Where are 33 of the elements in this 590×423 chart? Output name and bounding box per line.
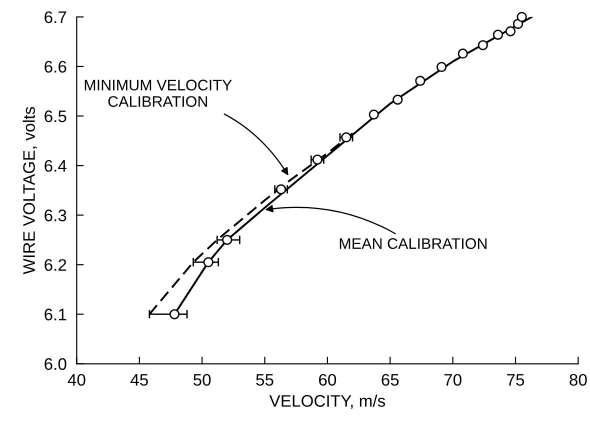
y-tick-label: 6.0 — [44, 358, 66, 370]
point — [368, 109, 379, 120]
x-tick-label: 75 — [507, 374, 524, 386]
x-tick-label: 45 — [130, 374, 148, 386]
point — [392, 94, 403, 105]
point — [415, 76, 426, 86]
y-tick-label: 6.1 — [44, 308, 66, 320]
x-tick-label: 50 — [193, 374, 211, 386]
x-tick-label: 55 — [256, 374, 274, 386]
x-tick-label: 60 — [319, 374, 336, 386]
y-tick-label: 6.6 — [44, 60, 66, 73]
annotation: MEAN CALIBRATION — [340, 238, 487, 249]
point — [492, 30, 504, 40]
point — [478, 40, 488, 50]
x-axis-title: VELOCITY, m/s — [269, 394, 386, 409]
x-tick-label: 80 — [570, 374, 587, 386]
annotation: MINIMUM VELOCITY CALIBRATION — [84, 80, 232, 107]
point — [203, 257, 214, 268]
point — [505, 26, 516, 36]
y-tick-label: 6.2 — [44, 259, 66, 271]
x-tick-label: 70 — [444, 374, 462, 386]
y-tick-label: 6.4 — [44, 160, 66, 172]
point — [458, 48, 468, 59]
x-tick-label: 40 — [68, 374, 86, 386]
y-axis-title: WIRE VOLTAGE, volts — [22, 106, 37, 274]
y-tick-label: 6.3 — [44, 210, 66, 222]
point — [169, 309, 180, 320]
y-tick-label: 6.7 — [44, 11, 66, 24]
y-tick-label: 6.5 — [44, 110, 66, 122]
point — [222, 234, 232, 245]
x-tick-label: 65 — [382, 374, 399, 386]
point — [436, 62, 447, 72]
point — [516, 12, 527, 22]
